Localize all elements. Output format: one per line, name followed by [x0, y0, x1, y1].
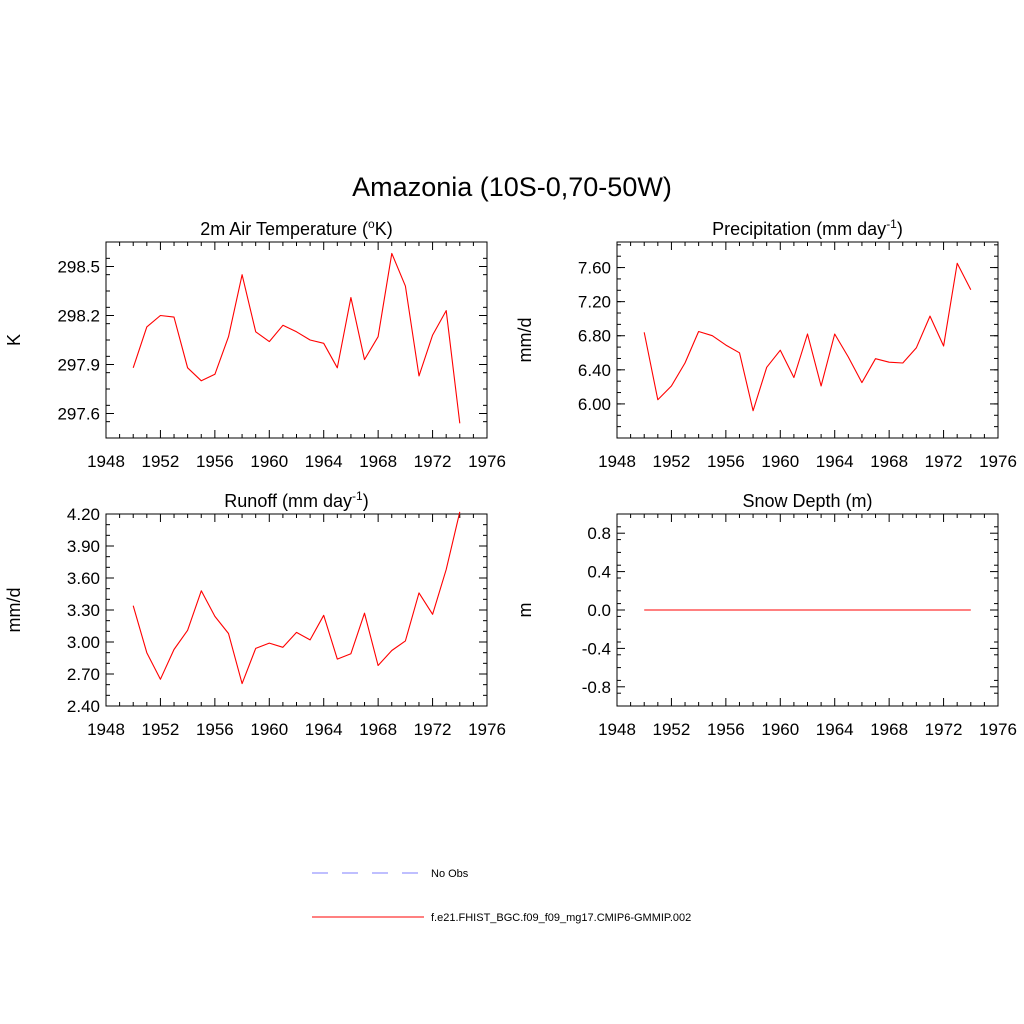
- x-tick-label: 1976: [979, 720, 1017, 739]
- y-tick-label: -0.8: [582, 678, 611, 697]
- y-axis-label: mm/d: [515, 318, 535, 363]
- x-tick-label: 1948: [598, 452, 636, 471]
- legend-model-label: f.e21.FHIST_BGC.f09_f09_mg17.CMIP6-GMMIP…: [431, 912, 691, 924]
- y-tick-label: 3.30: [67, 601, 100, 620]
- panel-title-main: Runoff (mm day: [224, 491, 352, 511]
- series-line: [132, 511, 461, 685]
- y-tick-label: -0.4: [582, 639, 611, 658]
- x-tick-label: 1968: [870, 720, 908, 739]
- y-tick-label: 7.20: [578, 293, 611, 312]
- y-tick-label: 0.4: [587, 563, 611, 582]
- panel-title-superscript: -1: [352, 489, 363, 503]
- y-tick-label: 4.20: [67, 505, 100, 524]
- x-tick-label: 1972: [414, 452, 452, 471]
- x-tick-label: 1956: [196, 452, 234, 471]
- x-tick-label: 1960: [761, 720, 799, 739]
- x-tick-label: 1948: [87, 452, 125, 471]
- x-tick-label: 1968: [359, 452, 397, 471]
- y-tick-label: 297.9: [57, 356, 100, 375]
- panel-title-end: ): [363, 491, 369, 511]
- x-tick-label: 1956: [707, 720, 745, 739]
- x-tick-label: 1956: [196, 720, 234, 739]
- panel-title-superscript: -1: [886, 217, 897, 231]
- x-tick-label: 1964: [816, 452, 854, 471]
- panel-title: 2m Air Temperature (oK): [200, 217, 392, 239]
- x-tick-label: 1960: [761, 452, 799, 471]
- x-tick-label: 1956: [707, 452, 745, 471]
- x-tick-label: 1968: [359, 720, 397, 739]
- x-tick-label: 1952: [653, 720, 691, 739]
- panel-2: Precipitation (mm day-1) mm/d 1948 1952 1956…: [515, 217, 1017, 471]
- x-tick-label: 1960: [250, 720, 288, 739]
- y-tick-label: 6.80: [578, 327, 611, 346]
- panel-title: Runoff (mm day-1): [224, 489, 368, 511]
- panel-title-main: Snow Depth (m): [742, 491, 872, 511]
- y-tick-label: 0.8: [587, 524, 611, 543]
- y-tick-label: 3.90: [67, 537, 100, 556]
- y-tick-label: 0.0: [587, 601, 611, 620]
- x-tick-label: 1976: [468, 720, 506, 739]
- y-tick-label: 3.60: [67, 569, 100, 588]
- y-tick-label: 7.60: [578, 259, 611, 278]
- y-axis-label: mm/d: [4, 588, 24, 633]
- x-tick-label: 1972: [925, 452, 963, 471]
- x-tick-label: 1948: [598, 720, 636, 739]
- panel-3: Runoff (mm day-1) mm/d 1948 1952 1956 1960 196…: [4, 489, 506, 739]
- panels: 2m Air Temperature (oK) K 1948 1952 1956 1960…: [4, 217, 1017, 739]
- y-tick-label: 3.00: [67, 633, 100, 652]
- y-tick-label: 2.40: [67, 697, 100, 716]
- x-tick-label: 1976: [979, 452, 1017, 471]
- x-tick-label: 1948: [87, 720, 125, 739]
- x-tick-label: 1952: [653, 452, 691, 471]
- x-tick-label: 1964: [816, 720, 854, 739]
- x-tick-label: 1976: [468, 452, 506, 471]
- x-tick-label: 1972: [925, 720, 963, 739]
- series-line: [132, 252, 461, 424]
- panel-title-superscript: o: [368, 217, 375, 231]
- panel-title-end: K): [375, 219, 393, 239]
- y-axis-label: K: [4, 334, 24, 346]
- x-tick-label: 1964: [305, 452, 343, 471]
- y-tick-label: 298.2: [57, 307, 100, 326]
- y-tick-label: 6.00: [578, 395, 611, 414]
- x-tick-label: 1952: [142, 452, 180, 471]
- legend: No Obs f.e21.FHIST_BGC.f09_f09_mg17.CMIP…: [312, 868, 691, 924]
- y-axis-label: m: [515, 603, 535, 618]
- y-tick-label: 2.70: [67, 665, 100, 684]
- series-line: [643, 262, 972, 412]
- panel-title-end: ): [897, 219, 903, 239]
- x-tick-label: 1968: [870, 452, 908, 471]
- panel-title: Snow Depth (m): [742, 491, 872, 511]
- x-tick-label: 1972: [414, 720, 452, 739]
- panel-title-main: Precipitation (mm day: [712, 219, 886, 239]
- y-tick-label: 297.6: [57, 405, 100, 424]
- x-tick-label: 1952: [142, 720, 180, 739]
- panel-1: 2m Air Temperature (oK) K 1948 1952 1956 1960…: [4, 217, 506, 471]
- panel-title-main: 2m Air Temperature (: [200, 219, 368, 239]
- y-tick-label: 298.5: [57, 258, 100, 277]
- x-tick-label: 1964: [305, 720, 343, 739]
- y-tick-label: 6.40: [578, 361, 611, 380]
- x-tick-label: 1960: [250, 452, 288, 471]
- panel-4: Snow Depth (m) m 1948 1952 1956 1960 1964 1968 1…: [515, 491, 1017, 739]
- legend-obs-label: No Obs: [431, 868, 469, 880]
- panel-title: Precipitation (mm day-1): [712, 217, 903, 239]
- figure-title: Amazonia (10S-0,70-50W): [352, 172, 672, 202]
